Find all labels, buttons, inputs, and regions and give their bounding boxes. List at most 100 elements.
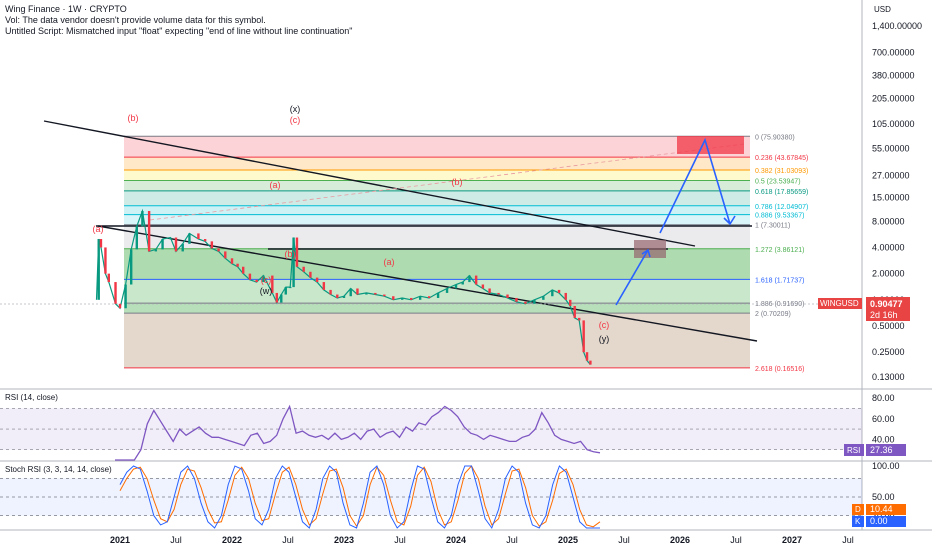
price-candle (210, 241, 214, 249)
price-candle (365, 292, 368, 295)
price-candle (289, 287, 292, 289)
rsi-label-bg (844, 444, 864, 456)
price-series-line (95, 208, 591, 365)
symbol-tag-bg (818, 298, 862, 309)
time-tick-label: Jul (506, 535, 518, 545)
price-candle (445, 288, 449, 293)
price-candle (203, 239, 207, 242)
price-candle (97, 239, 100, 300)
time-tick-label: Jul (730, 535, 742, 545)
channel-lower-trendline (97, 225, 758, 342)
price-candle (336, 294, 339, 298)
time-tick-label: 2022 (222, 535, 242, 545)
time-tick-label: 2026 (670, 535, 690, 545)
time-tick-label: Jul (618, 535, 630, 545)
fib-label-0.5: 0.5 (23.53947) (755, 178, 801, 185)
stoch-k-value: 0.00 (870, 516, 888, 526)
time-tick-label: Jul (394, 535, 406, 545)
price-candle (295, 237, 299, 267)
stoch-k-value-bg (866, 516, 906, 527)
price-candle (230, 258, 234, 264)
price-candle (374, 292, 377, 295)
rsi-tick-label: 80.00 (872, 393, 895, 403)
wave-label: (x) (290, 104, 301, 114)
price-candle (454, 284, 458, 289)
stoch-tick-label: 100.00 (872, 461, 900, 471)
rsi-tick-label: 60.00 (872, 414, 895, 424)
price-candle (224, 251, 227, 259)
price-candle (181, 243, 184, 252)
price-candle (497, 292, 500, 295)
stoch-rsi-title: Stoch RSI (3, 3, 14, 14, close) (5, 465, 112, 474)
price-candle (275, 292, 278, 303)
rsi-title: RSI (14, close) (5, 393, 58, 402)
price-candle (315, 277, 319, 283)
projection-arrow (615, 137, 736, 306)
fib-label-1.886: 1.886 (0.91690) (755, 301, 804, 308)
wave-label: (b) (128, 113, 139, 123)
price-candle (104, 247, 107, 274)
price-tag-bg (866, 297, 910, 321)
price-tick-label: 0.13000 (872, 372, 905, 382)
fib-label-1: 1 (7.30011) (755, 223, 790, 230)
price-candle (524, 301, 527, 304)
fib-label-0.618: 0.618 (17.85659) (755, 189, 808, 196)
stoch-d-label: D (855, 505, 861, 514)
price-candle (284, 287, 287, 295)
fib-label-0.886: 0.886 (9.53367) (755, 213, 804, 220)
fib-zone-0.236 (124, 157, 750, 171)
price-candle (582, 320, 585, 353)
fib-label-1.618: 1.618 (1.71737) (755, 277, 804, 284)
price-candle (383, 294, 386, 297)
price-candle (436, 292, 440, 298)
price-candle (118, 303, 122, 309)
price-tick-label: 2.00000 (872, 269, 905, 279)
price-candle (474, 275, 478, 285)
fib-zone-0.618 (124, 190, 750, 206)
price-candle (154, 249, 158, 252)
rsi-band (0, 408, 862, 450)
rsi-tick-label: 40.00 (872, 434, 895, 444)
price-tick-label: 700.00000 (872, 47, 915, 57)
wave-label: (y) (599, 334, 610, 344)
fib-zone-0.382 (124, 170, 750, 181)
time-tick-label: Jul (170, 535, 182, 545)
price-candle (99, 239, 103, 248)
fib-label-0.236: 0.236 (43.67845) (755, 155, 808, 162)
stoch-k-label-bg (852, 516, 864, 527)
stoch-d-value-bg (866, 504, 906, 515)
price-candle (392, 296, 395, 300)
wave-label: (c) (261, 275, 272, 285)
rsi-current-value: 27.36 (870, 445, 893, 455)
fib-label-1.272: 1.272 (3.86121) (755, 247, 804, 254)
price-candle (236, 263, 239, 267)
fib-zone-0 (124, 136, 750, 158)
price-candle (322, 282, 326, 290)
time-tick-label: 2025 (558, 535, 578, 545)
price-candle (515, 297, 518, 302)
price-candle (147, 210, 151, 252)
price-candle (551, 289, 554, 297)
price-candle (349, 288, 352, 297)
price-candle (589, 360, 592, 365)
price-candle (573, 305, 576, 318)
price-candle (401, 297, 404, 300)
price-candle (242, 266, 245, 274)
fib-zone-0.5 (124, 180, 750, 191)
price-candle (342, 296, 346, 298)
price-candle (578, 317, 581, 321)
price-candle (161, 239, 164, 250)
price-candle (585, 352, 589, 361)
price-candle (302, 266, 305, 272)
volume-note: Vol: The data vendor doesn't provide vol… (5, 15, 266, 25)
price-tag-countdown: 2d 16h (870, 310, 898, 320)
price-candle (271, 275, 274, 293)
price-candle (356, 288, 359, 295)
time-tick-label: 2027 (782, 535, 802, 545)
price-candle (292, 237, 295, 288)
price-candle (141, 210, 144, 227)
channel-upper-trendline (43, 120, 696, 247)
stoch-k-label: K (855, 517, 861, 526)
wave-label: (b) (285, 249, 296, 259)
